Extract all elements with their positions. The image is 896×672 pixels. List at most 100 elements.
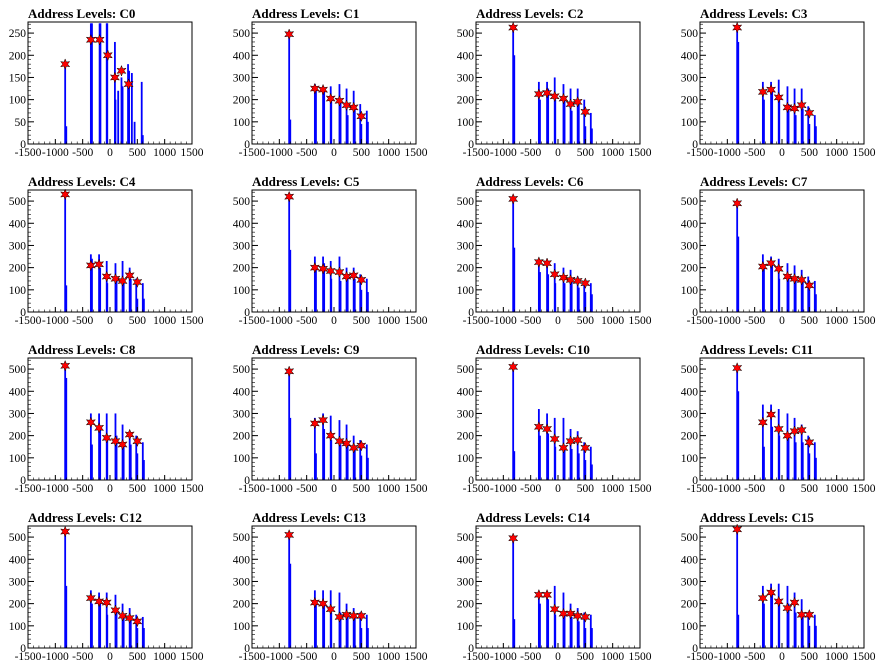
peak-marker — [325, 92, 336, 105]
histogram-bar — [122, 444, 125, 480]
histogram-bar — [807, 276, 810, 312]
chart-title: Address Levels: C7 — [700, 174, 808, 189]
y-tick-label: 200 — [233, 431, 251, 443]
histogram-bar — [814, 457, 817, 480]
peak-marker — [356, 609, 367, 622]
peak-marker — [85, 416, 96, 429]
histogram-bar — [98, 413, 100, 480]
histogram-bar — [121, 424, 124, 480]
chart-svg: Address Levels: C11 0 100 200 300 400 500 -1500… — [681, 342, 876, 495]
y-tick-label: 400 — [9, 554, 27, 566]
y-tick-label: 400 — [233, 554, 251, 566]
histogram-bar — [546, 260, 548, 312]
chart-svg: Address Levels: C0 0 50 100 150 200 250 -1500 -1… — [9, 6, 204, 159]
chart-svg: Address Levels: C10100200300400500-1500-… — [233, 6, 428, 159]
x-tick-label: -500 — [744, 147, 765, 159]
histogram-bar — [114, 41, 116, 144]
x-tick-label: -1000 — [490, 147, 517, 159]
histogram-bar — [360, 628, 363, 648]
histogram-bar — [761, 404, 764, 480]
histogram-bar — [91, 258, 93, 312]
peak-marker — [580, 611, 591, 623]
chart-title: Address Levels: C11 — [700, 342, 813, 357]
y-tick-label: 250 — [9, 28, 27, 40]
histogram-bar — [323, 603, 326, 648]
peak-marker — [60, 525, 71, 538]
x-tick-label: -1000 — [490, 483, 517, 495]
histogram-bar — [91, 444, 93, 480]
x-tick-label: 500 — [577, 483, 595, 495]
x-tick-label: -1000 — [266, 651, 293, 663]
chart-title: Address Levels: C13 — [252, 510, 366, 525]
histogram-bar — [569, 603, 572, 648]
x-tick-label: -500 — [296, 315, 317, 327]
histogram-bar — [576, 431, 579, 480]
x-tick-label: -1000 — [266, 483, 293, 495]
x-tick-label: 500 — [353, 483, 371, 495]
plot-frame — [699, 21, 865, 145]
x-tick-label: 1000 — [825, 147, 848, 159]
histogram-bar — [122, 280, 125, 312]
histogram-bar — [763, 99, 765, 144]
y-tick-label: 100 — [233, 621, 251, 633]
x-tick-label: 0 — [555, 483, 561, 495]
histogram-bar — [323, 88, 326, 144]
x-tick-label: 500 — [129, 147, 147, 159]
histogram-bar — [736, 205, 739, 312]
peak-marker — [110, 272, 121, 285]
peak-marker — [132, 615, 143, 628]
x-tick-label: 0 — [107, 483, 113, 495]
histogram-bar — [345, 88, 348, 144]
x-tick-label: -1500 — [463, 651, 490, 663]
peak-marker — [549, 603, 560, 616]
chart-svg: Address Levels: C60100200300400500-1500-… — [457, 174, 652, 327]
x-tick-label: -500 — [520, 315, 541, 327]
histogram-bar — [563, 614, 566, 648]
histogram-bar — [583, 280, 586, 312]
chart-svg: Address Levels: C30100200300400500-1500-… — [681, 6, 876, 159]
y-tick-label: 0 — [692, 475, 698, 487]
x-tick-label: 1500 — [405, 315, 428, 327]
x-tick-label: -1000 — [42, 147, 69, 159]
histogram-bar — [787, 435, 790, 480]
x-tick-label: 1000 — [377, 483, 400, 495]
peak-marker — [317, 83, 329, 96]
peak-marker — [732, 197, 743, 210]
x-tick-label: 1500 — [853, 315, 876, 327]
x-tick-label: 1000 — [377, 315, 400, 327]
histogram-bar — [346, 614, 349, 648]
peak-marker — [765, 586, 777, 599]
chart-title: Address Levels: C15 — [700, 510, 814, 525]
chart-panel-12: Address Levels: C12 0 100 200 300 400 500 -1500… — [0, 504, 224, 672]
chart-title: Address Levels: C10 — [476, 342, 590, 357]
y-tick-label: 400 — [681, 218, 699, 230]
y-tick-label: 300 — [9, 240, 27, 252]
x-tick-label: 0 — [107, 147, 113, 159]
histogram-bar — [99, 267, 102, 312]
x-tick-label: -1000 — [42, 315, 69, 327]
y-tick-label: 0 — [20, 307, 26, 319]
y-tick-label: 100 — [457, 117, 475, 129]
chart-panel-15: Address Levels: C15 0 100 200 300 400 500 -1500… — [672, 504, 896, 672]
histogram-bar — [91, 603, 93, 648]
y-tick-label: 0 — [244, 139, 250, 151]
histogram-bar — [537, 594, 540, 648]
histogram-bar — [353, 448, 356, 480]
histogram-bar — [359, 274, 362, 312]
chart-title: Address Levels: C5 — [252, 174, 360, 189]
histogram-bar — [537, 409, 540, 480]
histogram-bar — [512, 198, 515, 312]
histogram-bar — [136, 453, 139, 480]
histogram-bar — [562, 267, 565, 312]
y-tick-label: 200 — [233, 95, 251, 107]
histogram-bar — [814, 126, 817, 144]
histogram-bar — [737, 236, 740, 312]
peak-marker — [356, 273, 367, 286]
peak-marker — [782, 602, 793, 614]
x-tick-label: 1500 — [181, 147, 204, 159]
x-tick-label: 1500 — [405, 483, 428, 495]
histogram-bar — [771, 88, 774, 144]
histogram-bar — [359, 612, 362, 648]
histogram-bar — [793, 592, 796, 648]
y-tick-label: 0 — [20, 139, 26, 151]
